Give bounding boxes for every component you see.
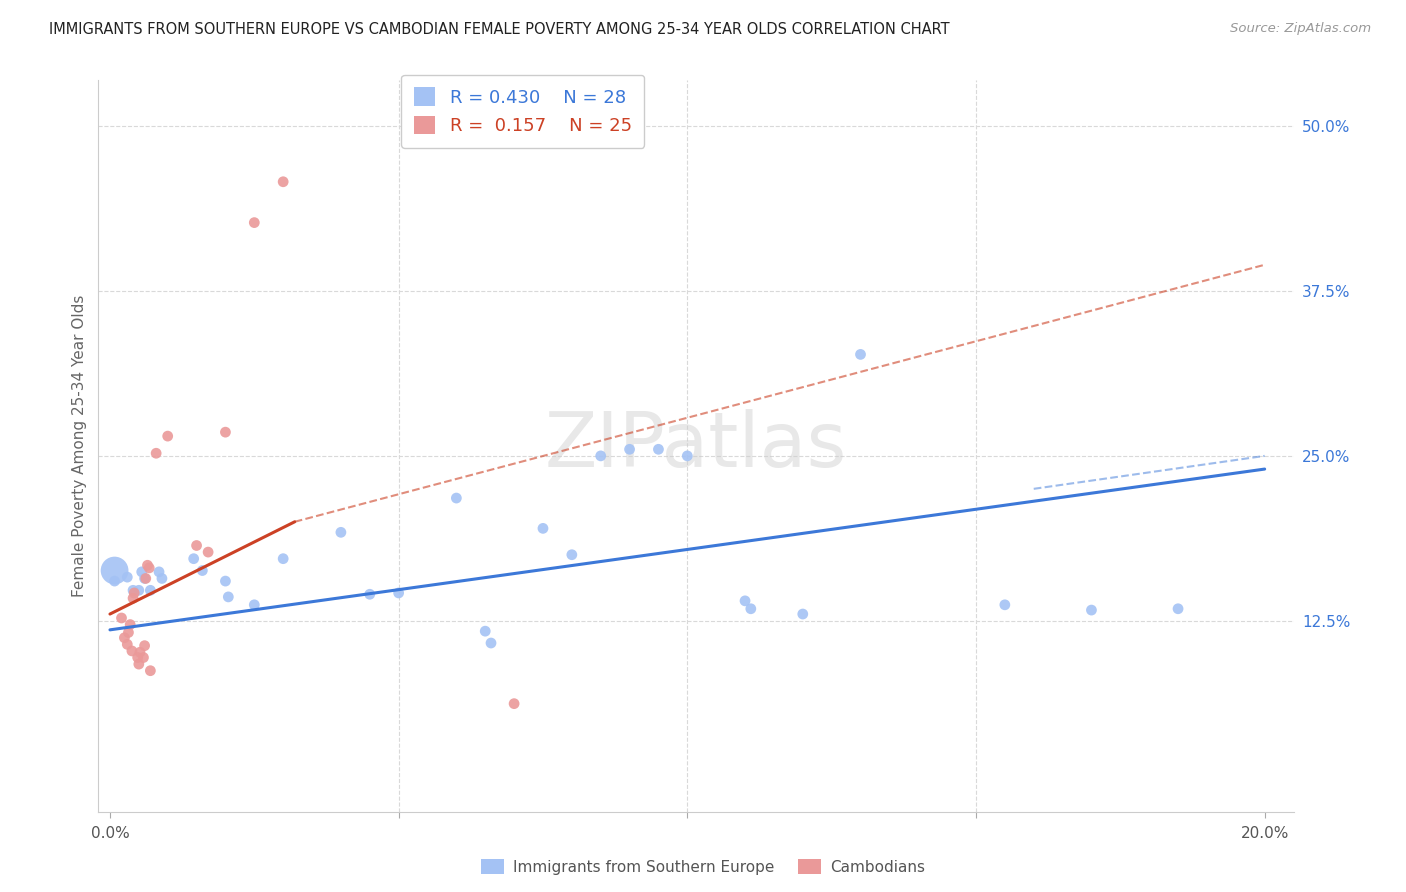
Point	[128, 583, 150, 598]
Point	[243, 598, 266, 612]
Point	[135, 571, 157, 585]
Point	[676, 449, 699, 463]
Point	[136, 558, 159, 573]
Point	[217, 590, 239, 604]
Point	[156, 429, 179, 443]
Point	[120, 617, 142, 632]
Point	[139, 583, 162, 598]
Point	[191, 564, 214, 578]
Point	[388, 586, 411, 600]
Point	[186, 539, 208, 553]
Point	[150, 571, 173, 585]
Point	[112, 631, 135, 645]
Text: IMMIGRANTS FROM SOUTHERN EUROPE VS CAMBODIAN FEMALE POVERTY AMONG 25-34 YEAR OLD: IMMIGRANTS FROM SOUTHERN EUROPE VS CAMBO…	[49, 22, 950, 37]
Point	[479, 636, 502, 650]
Point	[197, 545, 219, 559]
Point	[121, 644, 143, 658]
Point	[531, 521, 554, 535]
Point	[1167, 601, 1189, 615]
Point	[129, 645, 152, 659]
Point	[446, 491, 468, 505]
Point	[117, 637, 139, 651]
Point	[503, 697, 526, 711]
Point	[214, 574, 236, 588]
Point	[134, 639, 156, 653]
Point	[647, 442, 669, 457]
Point	[994, 598, 1017, 612]
Point	[110, 611, 132, 625]
Text: Source: ZipAtlas.com: Source: ZipAtlas.com	[1230, 22, 1371, 36]
Point	[117, 625, 139, 640]
Point	[589, 449, 612, 463]
Point	[117, 570, 139, 584]
Point	[243, 216, 266, 230]
Legend: R = 0.430    N = 28, R =  0.157    N = 25: R = 0.430 N = 28, R = 0.157 N = 25	[401, 75, 644, 148]
Point	[122, 591, 145, 606]
Point	[139, 664, 162, 678]
Point	[359, 587, 381, 601]
Point	[214, 425, 236, 439]
Point	[122, 586, 145, 600]
Point	[849, 347, 872, 361]
Point	[619, 442, 641, 457]
Legend: Immigrants from Southern Europe, Cambodians: Immigrants from Southern Europe, Cambodi…	[475, 853, 931, 880]
Point	[138, 561, 160, 575]
Point	[734, 594, 756, 608]
Y-axis label: Female Poverty Among 25-34 Year Olds: Female Poverty Among 25-34 Year Olds	[72, 295, 87, 597]
Point	[271, 551, 294, 566]
Point	[145, 446, 167, 460]
Point	[561, 548, 583, 562]
Point	[1080, 603, 1102, 617]
Point	[131, 565, 153, 579]
Point	[128, 657, 150, 672]
Point	[183, 551, 205, 566]
Point	[740, 601, 762, 615]
Text: ZIPatlas: ZIPatlas	[544, 409, 848, 483]
Point	[271, 175, 294, 189]
Point	[122, 583, 145, 598]
Point	[329, 525, 352, 540]
Point	[103, 564, 125, 578]
Point	[103, 574, 125, 588]
Point	[134, 571, 156, 585]
Point	[132, 650, 155, 665]
Point	[127, 650, 149, 665]
Point	[148, 565, 170, 579]
Point	[792, 607, 814, 621]
Point	[474, 624, 496, 639]
